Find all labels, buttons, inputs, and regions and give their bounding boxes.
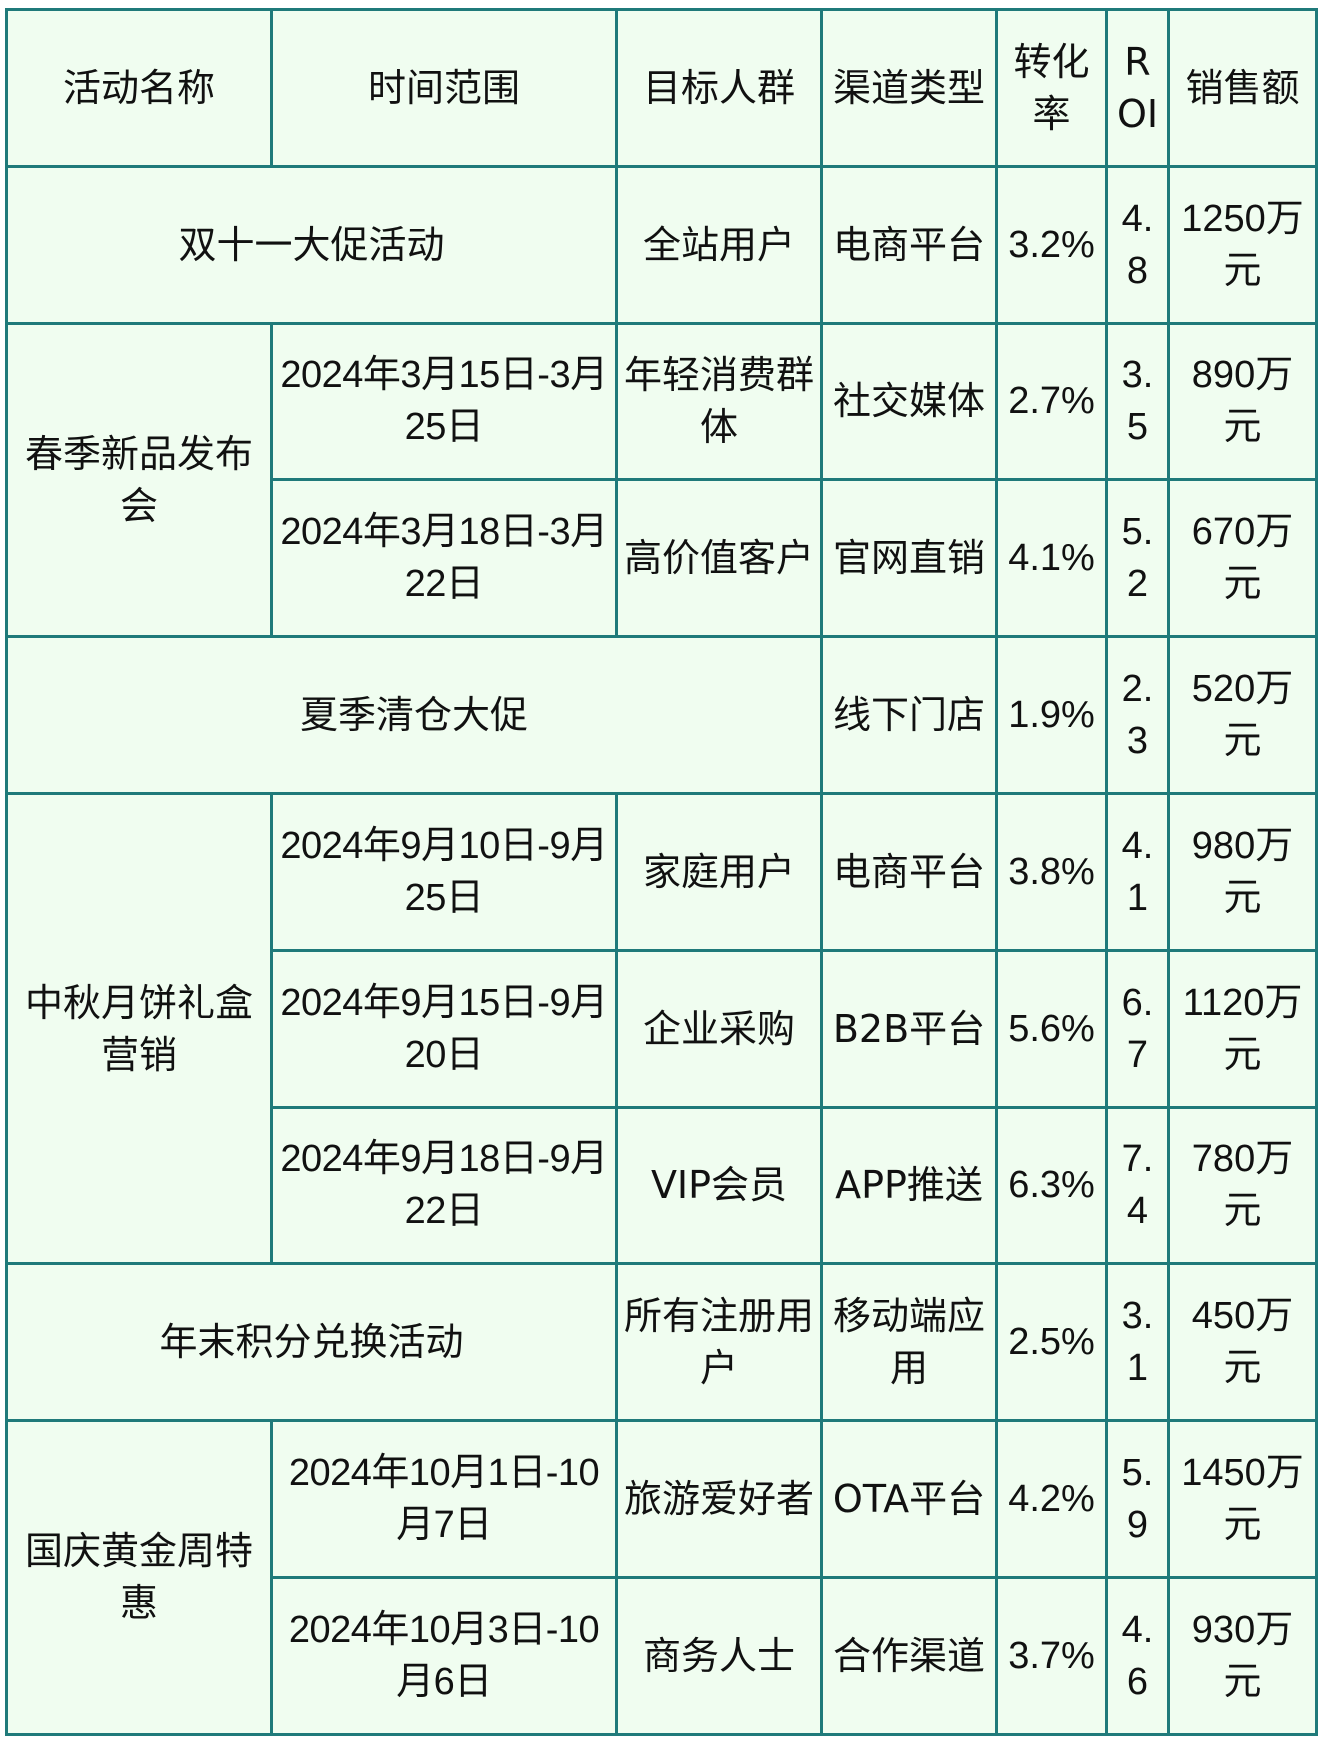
roi-cell: 5.2 [1105,478,1170,639]
conversion-rate-cell: 5.6% [995,948,1108,1109]
header-roi: ROI [1105,8,1170,168]
roi-cell: 4.8 [1105,164,1170,325]
channel-type-cell: 社交媒体 [820,321,998,482]
time-range-cell: 2024年9月18日-9月22日 [270,1105,618,1266]
table-row: 春季新品发布会 2024年3月15日-3月25日 年轻消费群体 社交媒体 2.7… [5,321,1318,639]
channel-type-cell: 电商平台 [820,164,998,325]
table-row: 双十一大促活动 全站用户 电商平台 3.2% 4.8 1250万元 [5,164,1318,325]
channel-type-cell: 合作渠道 [820,1575,998,1736]
table-row: 夏季清仓大促 线下门店 1.9% 2.3 520万元 [5,635,1318,795]
header-row: 活动名称 时间范围 目标人群 渠道类型 转化率 ROI 销售额 [5,8,1318,168]
channel-type-cell: APP推送 [820,1105,998,1266]
target-audience-cell: 所有注册用户 [615,1262,823,1423]
header-target-audience: 目标人群 [615,8,823,168]
sales-cell: 980万元 [1167,791,1318,952]
conversion-rate-cell: 6.3% [995,1105,1108,1266]
header-time-range: 时间范围 [270,8,618,168]
roi-cell: 6.7 [1105,948,1170,1109]
time-range-cell: 2024年9月15日-9月20日 [270,948,618,1109]
sales-cell: 520万元 [1167,635,1318,795]
target-audience-cell: VIP会员 [615,1105,823,1266]
header-sales: 销售额 [1167,8,1318,168]
target-audience-cell: 高价值客户 [615,478,823,639]
marketing-activity-table: 活动名称 时间范围 目标人群 渠道类型 转化率 ROI 销售额 双十一大促活动 … [5,8,1318,1736]
table-row: 2024年10月3日-10月6日 商务人士 合作渠道 3.7% 4.6 930万… [7,1575,1318,1736]
roi-cell: 7.4 [1105,1105,1170,1266]
conversion-rate-cell: 2.5% [995,1262,1108,1423]
target-audience-cell: 全站用户 [615,164,823,325]
sales-cell: 780万元 [1167,1105,1318,1266]
sales-cell: 1120万元 [1167,948,1318,1109]
target-audience-cell: 旅游爱好者 [615,1419,823,1579]
roi-cell: 4.6 [1105,1575,1170,1736]
target-audience-cell: 企业采购 [615,948,823,1109]
conversion-rate-cell: 3.7% [995,1575,1108,1736]
sales-cell: 930万元 [1167,1575,1318,1736]
activity-name-cell: 夏季清仓大促 [5,635,823,795]
roi-cell: 5.9 [1105,1419,1170,1579]
channel-type-cell: 线下门店 [820,635,998,795]
sales-cell: 1450万元 [1167,1419,1318,1579]
sales-cell: 670万元 [1167,478,1318,639]
conversion-rate-cell: 4.2% [995,1419,1108,1579]
activity-name-cell: 年末积分兑换活动 [5,1262,618,1423]
sales-cell: 1250万元 [1167,164,1318,325]
header-conversion-rate: 转化率 [995,8,1108,168]
sales-cell: 450万元 [1167,1262,1318,1423]
roi-cell: 2.3 [1105,635,1170,795]
header-activity-name: 活动名称 [5,8,273,168]
target-audience-cell: 商务人士 [615,1575,823,1736]
time-range-cell: 2024年10月3日-10月6日 [270,1575,618,1736]
conversion-rate-cell: 3.2% [995,164,1108,325]
sales-cell: 890万元 [1167,321,1318,482]
table-row: 2024年3月18日-3月22日 高价值客户 官网直销 4.1% 5.2 670… [7,478,1318,639]
channel-type-cell: OTA平台 [820,1419,998,1579]
target-audience-cell: 年轻消费群体 [615,321,823,482]
time-range-cell: 2024年9月10日-9月25日 [270,791,618,952]
roi-cell: 3.5 [1105,321,1170,482]
table-row: 国庆黄金周特惠 2024年10月1日-10月7日 旅游爱好者 OTA平台 4.2… [5,1419,1318,1736]
channel-type-cell: 电商平台 [820,791,998,952]
table-row: 2024年9月15日-9月20日 企业采购 B2B平台 5.6% 6.7 112… [7,948,1318,1109]
activity-name-cell: 春季新品发布会 [5,321,273,639]
table-row: 年末积分兑换活动 所有注册用户 移动端应用 2.5% 3.1 450万元 [5,1262,1318,1423]
table-row: 2024年9月18日-9月22日 VIP会员 APP推送 6.3% 7.4 78… [7,1105,1318,1266]
conversion-rate-cell: 4.1% [995,478,1108,639]
target-audience-cell: 家庭用户 [615,791,823,952]
activity-name-cell: 中秋月饼礼盒营销 [5,791,273,1266]
conversion-rate-cell: 3.8% [995,791,1108,952]
roi-cell: 3.1 [1105,1262,1170,1423]
time-range-cell: 2024年3月18日-3月22日 [270,478,618,639]
conversion-rate-cell: 1.9% [995,635,1108,795]
table-row: 中秋月饼礼盒营销 2024年9月10日-9月25日 家庭用户 电商平台 3.8%… [5,791,1318,1266]
channel-type-cell: 移动端应用 [820,1262,998,1423]
roi-cell: 4.1 [1105,791,1170,952]
channel-type-cell: 官网直销 [820,478,998,639]
time-range-cell: 2024年10月1日-10月7日 [270,1419,618,1579]
channel-type-cell: B2B平台 [820,948,998,1109]
time-range-cell: 2024年3月15日-3月25日 [270,321,618,482]
conversion-rate-cell: 2.7% [995,321,1108,482]
activity-name-cell: 国庆黄金周特惠 [5,1419,273,1736]
activity-name-cell: 双十一大促活动 [5,164,618,325]
header-channel-type: 渠道类型 [820,8,998,168]
